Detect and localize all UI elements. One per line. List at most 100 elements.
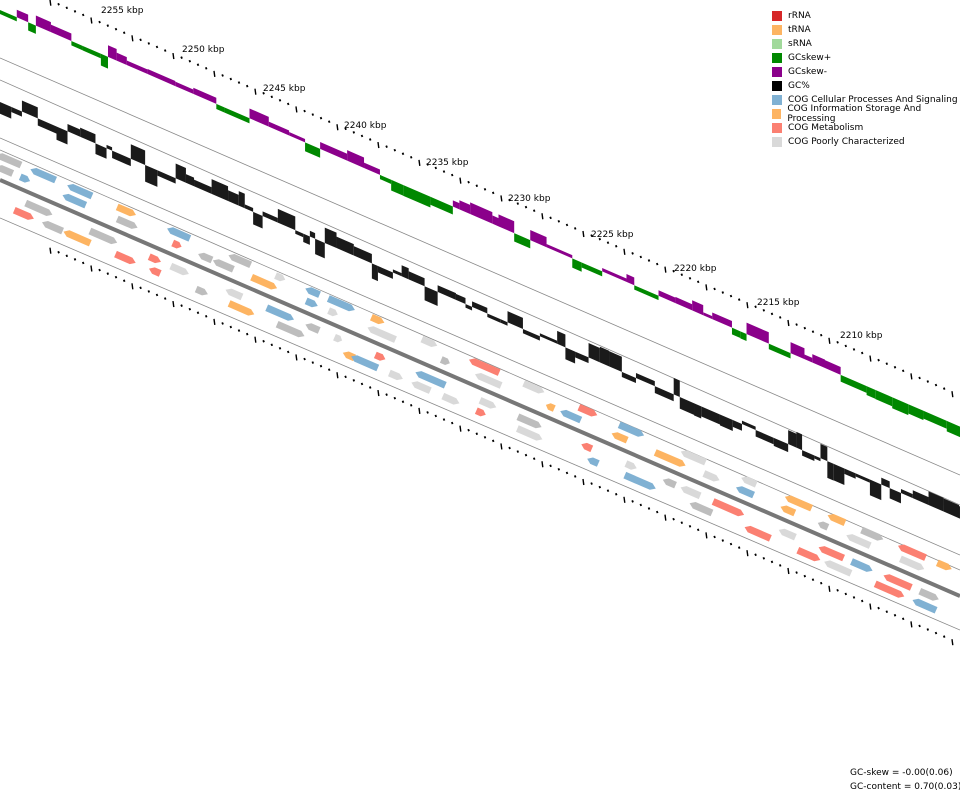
gc-content-segment	[238, 191, 245, 209]
gene-arrow	[883, 574, 913, 591]
scale-tick	[803, 326, 807, 330]
scale-tick	[655, 262, 659, 266]
gc-content-segment	[157, 170, 176, 184]
scale-tick	[549, 464, 552, 468]
scale-tick	[680, 273, 684, 277]
gene-arrow	[114, 250, 136, 265]
scale-tick	[713, 535, 716, 539]
scale-tick	[188, 59, 192, 63]
scale-tick	[606, 489, 610, 493]
gc-content-segment	[0, 102, 12, 119]
gene-arrow	[736, 486, 755, 499]
scale-tick	[81, 13, 85, 17]
gc-skew-segment	[712, 312, 732, 328]
gc-skew-stat: GC-skew = -0.00(0.06)	[850, 768, 953, 778]
gc-skew-segment	[790, 342, 805, 360]
gc-skew-segment	[840, 374, 867, 393]
gene-arrow	[516, 413, 542, 429]
gc-skew-segment	[452, 200, 460, 210]
gc-skew-segment	[216, 103, 225, 113]
gene-arrow	[420, 335, 438, 347]
scale-tick	[901, 617, 905, 621]
scale-tick	[598, 237, 602, 241]
gene-arrow	[265, 304, 294, 321]
scale-tick	[262, 339, 265, 343]
gc-content-segment	[539, 333, 558, 344]
scale-tick	[377, 141, 380, 149]
gc-content-segment	[889, 488, 901, 504]
scale-tick	[442, 418, 446, 421]
gc-content-segment	[820, 443, 828, 462]
scale-tick	[90, 17, 93, 24]
scale-tick	[639, 503, 643, 507]
scale-tick	[532, 457, 536, 461]
scale-tick	[549, 216, 552, 220]
gc-skew-segment	[16, 9, 29, 23]
gc-content-segment	[353, 246, 372, 264]
gc-content-segment	[371, 263, 378, 282]
gene-arrow	[305, 287, 321, 298]
legend-swatch	[772, 25, 782, 35]
gc-skew-segment	[923, 410, 947, 429]
gc-content-segment	[408, 271, 425, 287]
scale-tick	[196, 63, 200, 67]
gc-content-segment	[21, 100, 38, 119]
scale-tick	[721, 539, 725, 542]
gc-content-segment	[881, 477, 890, 489]
gene-arrow	[478, 397, 497, 409]
gene-arrow	[388, 369, 403, 381]
scale-tick	[434, 414, 438, 418]
scale-tick	[139, 38, 142, 42]
scale-tick	[49, 247, 52, 254]
gc-content-segment	[788, 430, 797, 448]
legend-item-cog-metabolism: COG Metabolism	[772, 121, 960, 135]
scale-tick	[418, 159, 421, 166]
gene-features	[0, 153, 952, 614]
gene-arrow	[824, 560, 853, 577]
gc-skew-segment	[768, 343, 791, 359]
gene-arrow	[624, 460, 637, 470]
stats-panel: GC-skew = -0.00(0.06) GC-content = 0.70(…	[850, 766, 960, 794]
gc-content-segment	[827, 461, 834, 481]
legend-swatch	[772, 39, 782, 49]
scale-label: 2210 kbp	[840, 331, 883, 341]
gc-skew-segment	[514, 233, 531, 249]
scale-tick	[606, 241, 610, 245]
scale-tick	[541, 461, 544, 468]
scale-tick	[483, 187, 487, 191]
scale-tick	[49, 0, 52, 6]
gc-skew-segment	[193, 87, 217, 104]
scale-tick	[450, 173, 454, 177]
guide-line	[0, 137, 960, 556]
legend-swatch	[772, 67, 782, 77]
gc-skew-segment	[249, 108, 269, 127]
scale-tick	[401, 152, 405, 156]
scale-tick	[869, 603, 872, 610]
scale-tick	[705, 532, 708, 539]
gc-skew-segment	[746, 322, 769, 344]
scale-tick	[647, 259, 651, 262]
gene-arrow	[12, 207, 34, 220]
gene-arrow	[522, 380, 545, 394]
scale-tick	[688, 276, 692, 280]
gene-arrow	[469, 358, 501, 376]
scale-tick	[565, 223, 569, 227]
scale-tick	[254, 336, 257, 343]
guide-line	[0, 57, 960, 476]
gene-arrow	[88, 227, 118, 245]
scale-tick	[368, 386, 372, 389]
scale-tick	[360, 134, 364, 138]
gc-content-segment	[295, 230, 304, 238]
gene-arrow	[149, 267, 162, 277]
gc-content-segment	[565, 347, 576, 364]
scale-tick	[672, 517, 675, 521]
gc-skew-segment	[28, 22, 36, 34]
gene-arrow	[475, 373, 503, 389]
gc-content-segment	[336, 236, 354, 256]
scale-tick	[828, 337, 831, 344]
scale-tick	[139, 286, 142, 290]
scale-tick	[532, 209, 536, 213]
gc-skew-segment	[107, 45, 117, 61]
gene-arrow	[167, 227, 192, 242]
